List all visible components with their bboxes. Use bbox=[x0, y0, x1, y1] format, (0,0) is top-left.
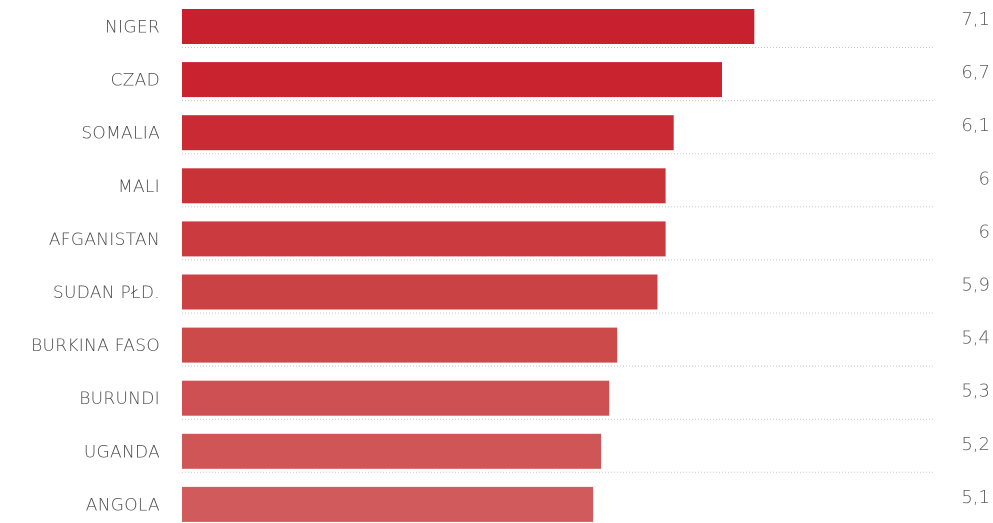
bar-row: SUDAN PŁD. 5,9 bbox=[53, 274, 990, 314]
bar-row: UGANDA 5,2 bbox=[84, 433, 990, 473]
bar-row: ANGOLA 5,1 bbox=[86, 486, 990, 522]
value-label: 5,3 bbox=[961, 381, 990, 402]
value-label: 7,1 bbox=[961, 9, 990, 30]
bar-row: CZAD 6,7 bbox=[111, 62, 990, 102]
bar bbox=[182, 433, 602, 469]
category-label: SOMALIA bbox=[81, 124, 160, 144]
value-label: 5,1 bbox=[961, 487, 990, 508]
bar-row: MALI 6 bbox=[118, 168, 990, 208]
bar-row: BURUNDI 5,3 bbox=[79, 380, 990, 420]
bar bbox=[182, 486, 594, 522]
bar-row: SOMALIA 6,1 bbox=[81, 115, 990, 155]
bar-row: BURKINA FASO 5,4 bbox=[31, 327, 990, 367]
bar bbox=[182, 62, 722, 98]
category-label: MALI bbox=[118, 177, 160, 197]
value-label: 6,7 bbox=[961, 62, 990, 83]
value-label: 6 bbox=[979, 221, 990, 242]
value-label: 6 bbox=[979, 168, 990, 189]
bar-row: AFGANISTAN 6 bbox=[49, 221, 990, 261]
bar bbox=[182, 115, 674, 151]
value-label: 5,9 bbox=[961, 275, 990, 296]
bar bbox=[182, 168, 666, 204]
category-label: CZAD bbox=[111, 71, 160, 91]
bar-row: NIGER 7,1 bbox=[105, 9, 990, 48]
value-label: 5,4 bbox=[961, 328, 990, 349]
bar bbox=[182, 221, 666, 257]
category-label: SUDAN PŁD. bbox=[53, 283, 160, 303]
value-label: 6,1 bbox=[961, 115, 990, 136]
category-label: BURKINA FASO bbox=[31, 336, 160, 356]
value-label: 5,2 bbox=[961, 434, 990, 455]
category-label: BURUNDI bbox=[79, 389, 160, 409]
bar bbox=[182, 9, 755, 44]
bar bbox=[182, 327, 618, 363]
bar bbox=[182, 380, 610, 416]
category-label: UGANDA bbox=[84, 442, 160, 462]
category-label: AFGANISTAN bbox=[49, 230, 160, 250]
bar bbox=[182, 274, 658, 310]
category-label: NIGER bbox=[105, 18, 160, 38]
category-label: ANGOLA bbox=[86, 495, 160, 515]
